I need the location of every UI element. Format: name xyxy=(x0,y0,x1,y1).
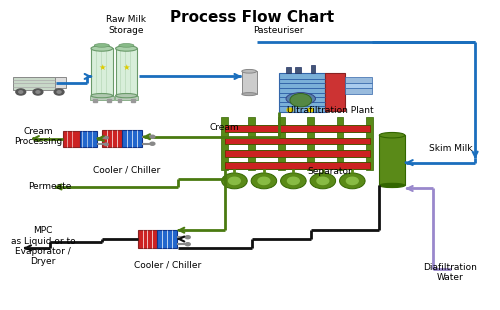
Bar xyxy=(310,65,316,73)
Text: Permeate: Permeate xyxy=(28,183,72,192)
Circle shape xyxy=(280,173,306,189)
Bar xyxy=(307,117,314,170)
Bar xyxy=(62,131,80,147)
Bar xyxy=(278,73,326,113)
Bar xyxy=(114,95,138,100)
Bar xyxy=(158,230,177,248)
Ellipse shape xyxy=(116,46,137,51)
Bar xyxy=(221,117,228,170)
Circle shape xyxy=(186,243,190,246)
Text: Cooler / Chiller: Cooler / Chiller xyxy=(92,166,160,175)
Bar xyxy=(80,131,97,147)
Circle shape xyxy=(308,108,314,112)
Ellipse shape xyxy=(94,44,110,47)
Circle shape xyxy=(288,177,300,184)
Ellipse shape xyxy=(91,94,112,98)
Bar xyxy=(296,67,301,73)
Bar xyxy=(345,77,372,82)
Bar xyxy=(138,230,158,248)
Text: Ultrafiltration Plant: Ultrafiltration Plant xyxy=(287,106,374,115)
Circle shape xyxy=(150,142,155,145)
Circle shape xyxy=(228,177,240,184)
Bar xyxy=(102,130,122,147)
Circle shape xyxy=(251,173,276,189)
Bar xyxy=(224,162,370,169)
Bar xyxy=(118,99,122,102)
Bar xyxy=(93,99,97,102)
Text: ★: ★ xyxy=(122,63,130,72)
Bar xyxy=(224,126,370,132)
Circle shape xyxy=(340,173,365,189)
Circle shape xyxy=(310,173,336,189)
Text: MPC
as Liquid or to
Evaporator /
Dryer: MPC as Liquid or to Evaporator / Dryer xyxy=(10,226,75,266)
Circle shape xyxy=(33,89,43,95)
Ellipse shape xyxy=(242,69,256,73)
Ellipse shape xyxy=(380,132,405,138)
Circle shape xyxy=(19,91,22,93)
Bar xyxy=(286,67,292,73)
Circle shape xyxy=(346,177,358,184)
Circle shape xyxy=(222,173,247,189)
Text: Cream: Cream xyxy=(210,123,240,132)
Bar xyxy=(248,117,255,170)
Bar xyxy=(55,78,66,88)
Circle shape xyxy=(258,177,270,184)
Bar xyxy=(90,95,114,100)
Bar xyxy=(106,99,110,102)
Circle shape xyxy=(186,236,190,239)
Bar xyxy=(242,71,256,94)
Text: Diafiltration
Water: Diafiltration Water xyxy=(424,263,478,282)
Text: Raw Milk
Storage: Raw Milk Storage xyxy=(106,15,146,35)
Ellipse shape xyxy=(380,183,405,188)
Text: Cream
Processing: Cream Processing xyxy=(14,127,62,146)
Text: Pasteuriser: Pasteuriser xyxy=(254,26,304,35)
Bar xyxy=(116,48,137,95)
Circle shape xyxy=(57,91,61,93)
Ellipse shape xyxy=(91,46,112,51)
Circle shape xyxy=(36,91,40,93)
Text: Process Flow Chart: Process Flow Chart xyxy=(170,11,334,25)
Bar xyxy=(14,78,55,90)
Text: Skim Milk: Skim Milk xyxy=(429,144,472,153)
Bar xyxy=(224,138,370,144)
Circle shape xyxy=(317,177,328,184)
Ellipse shape xyxy=(242,93,256,95)
Circle shape xyxy=(290,94,312,107)
Bar xyxy=(278,117,284,170)
Text: ★: ★ xyxy=(98,63,106,72)
Text: Separator: Separator xyxy=(308,167,352,176)
Circle shape xyxy=(150,135,155,138)
Bar xyxy=(345,88,372,94)
Bar xyxy=(380,135,405,185)
Bar xyxy=(326,73,345,111)
Circle shape xyxy=(54,89,64,95)
Bar xyxy=(345,82,372,88)
Bar xyxy=(91,48,112,95)
Circle shape xyxy=(104,136,108,139)
Bar xyxy=(122,130,142,147)
Bar xyxy=(336,117,344,170)
Bar xyxy=(366,117,373,170)
Circle shape xyxy=(16,89,26,95)
Circle shape xyxy=(104,143,108,146)
Ellipse shape xyxy=(119,44,134,47)
Bar xyxy=(224,150,370,157)
Circle shape xyxy=(287,108,293,112)
Text: Cooler / Chiller: Cooler / Chiller xyxy=(134,260,202,269)
Ellipse shape xyxy=(286,93,316,105)
Ellipse shape xyxy=(116,94,137,98)
Bar xyxy=(132,99,135,102)
